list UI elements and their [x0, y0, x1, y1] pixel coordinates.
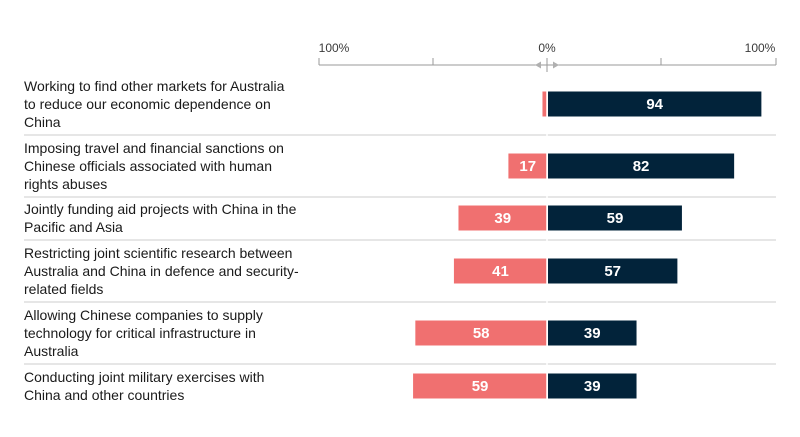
category-label-line: technology for critical infrastructure i…	[24, 325, 256, 341]
arrow-left-icon	[535, 61, 541, 69]
bar-support	[548, 153, 735, 179]
bar-support-label: 39	[584, 325, 601, 342]
category-label: Imposing travel and financial sanctions …	[24, 140, 284, 192]
chart-row: Imposing travel and financial sanctions …	[24, 140, 735, 192]
axis-right-label: 100%	[745, 41, 776, 55]
bar-support	[548, 258, 678, 284]
axis: 100% 0% 100%	[318, 41, 777, 72]
chart-row: Allowing Chinese companies to supply tech…	[24, 307, 637, 359]
category-label: Conducting joint military exercises with…	[24, 369, 264, 403]
bar-against-label: 58	[473, 325, 490, 342]
chart-row: Conducting joint military exercises with…	[24, 369, 637, 403]
category-label-line: Conducting joint military exercises with	[24, 369, 264, 385]
category-label-line: Australia and China in defence and secur…	[24, 263, 299, 279]
bar-support-label: 57	[604, 263, 621, 280]
bar-support	[548, 320, 637, 346]
category-label-line: Imposing travel and financial sanctions …	[24, 140, 284, 156]
bar-support	[548, 91, 762, 117]
axis-left-label: 100%	[319, 41, 350, 55]
bar-against-label: 17	[519, 158, 536, 175]
category-label-line: Australia	[24, 343, 79, 359]
bar-support	[548, 373, 637, 399]
bar-against-label: 41	[492, 263, 509, 280]
category-label-line: China	[24, 114, 61, 130]
category-label-line: Pacific and Asia	[24, 219, 123, 235]
category-label: Working to find other markets for Austra…	[24, 78, 285, 130]
bar-support-label: 82	[633, 158, 650, 175]
bar-against	[453, 258, 547, 284]
category-label: Allowing Chinese companies to supply tech…	[24, 307, 263, 359]
category-label-line: Working to find other markets for Austra…	[24, 78, 285, 94]
bar-support	[548, 205, 682, 231]
category-label-line: China and other countries	[24, 387, 184, 403]
category-label: Restricting joint scientific research be…	[24, 245, 299, 297]
category-label-line: related fields	[24, 281, 103, 297]
chart-row: Working to find other markets for Austra…	[24, 78, 762, 130]
axis-center-label: 0%	[538, 41, 556, 55]
bar-against	[415, 320, 547, 346]
chart-row: Restricting joint scientific research be…	[24, 245, 678, 297]
category-label-line: Chinese officials associated with human	[24, 158, 272, 174]
bar-support-label: 94	[646, 96, 663, 113]
chart-row: Jointly funding aid projects with China …	[24, 201, 682, 235]
bar-support-label: 59	[607, 210, 624, 227]
bar-support-label: 39	[584, 378, 601, 395]
category-label-line: Jointly funding aid projects with China …	[24, 201, 297, 217]
category-label: Jointly funding aid projects with China …	[24, 201, 297, 235]
category-label-line: rights abuses	[24, 176, 107, 192]
bar-against-label: 59	[472, 378, 489, 395]
bar-against-label: 39	[494, 210, 511, 227]
arrow-right-icon	[553, 61, 559, 69]
chart-rows: Working to find other markets for Austra…	[24, 78, 776, 403]
bar-against	[542, 91, 547, 117]
category-label-line: to reduce our economic dependence on	[24, 96, 271, 112]
bar-against	[508, 153, 547, 179]
bar-against	[458, 205, 547, 231]
category-label-line: Allowing Chinese companies to supply	[24, 307, 263, 323]
category-label-line: Restricting joint scientific research be…	[24, 245, 292, 261]
bar-against	[413, 373, 547, 399]
